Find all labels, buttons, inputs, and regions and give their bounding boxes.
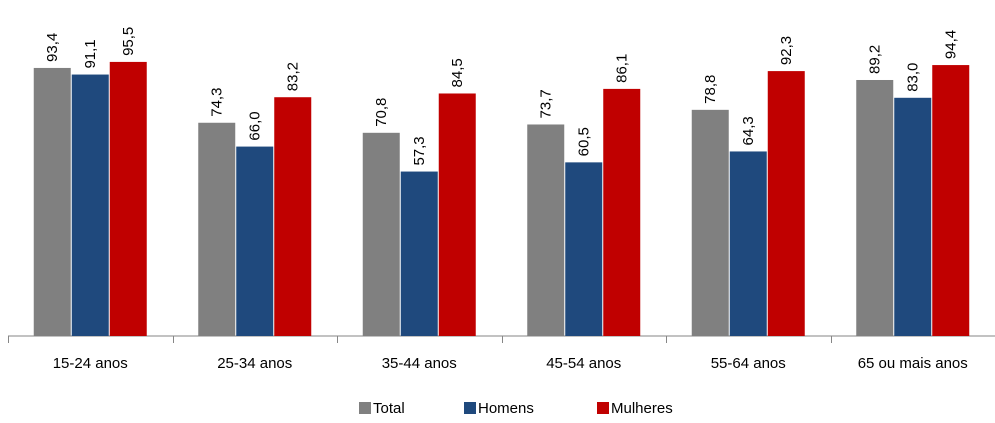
- value-label-total-2: 74,3: [209, 88, 226, 117]
- legend-label-mulheres: Mulheres: [611, 400, 673, 417]
- category-labels-group: 15-24 anos 25-34 anos 35-44 anos 45-54 anos…: [53, 355, 968, 372]
- value-label-total-1: 93,4: [44, 33, 61, 62]
- bars-group: [33, 61, 970, 337]
- bar-mulheres-1: [109, 61, 147, 336]
- value-label-total-4: 73,7: [538, 89, 555, 118]
- bar-mulheres-3: [438, 93, 476, 336]
- bar-mulheres-5: [767, 71, 805, 336]
- value-label-mulheres-3: 84,5: [449, 58, 466, 87]
- value-label-mulheres-2: 83,2: [285, 62, 302, 91]
- legend: Total Homens Mulheres: [359, 400, 673, 417]
- bar-mulheres-4: [603, 88, 641, 336]
- category-label-2: 25-34 anos: [217, 355, 292, 372]
- value-label-mulheres-6: 94,4: [943, 30, 960, 59]
- value-label-mulheres-5: 92,3: [778, 36, 795, 65]
- value-label-mulheres-4: 86,1: [614, 54, 631, 83]
- bar-total-1: [33, 67, 71, 336]
- legend-swatch-total: [359, 402, 371, 414]
- legend-label-total: Total: [373, 400, 405, 417]
- bar-homens-3: [400, 171, 438, 336]
- value-label-homens-6: 83,0: [905, 63, 922, 92]
- category-label-5: 55-64 anos: [711, 355, 786, 372]
- value-label-homens-4: 60,5: [576, 127, 593, 156]
- category-label-6: 65 ou mais anos: [858, 355, 968, 372]
- legend-label-homens: Homens: [478, 400, 534, 417]
- value-label-mulheres-1: 95,5: [120, 27, 137, 56]
- bar-total-4: [527, 124, 565, 336]
- bar-homens-5: [729, 151, 767, 336]
- value-label-homens-5: 64,3: [740, 116, 757, 145]
- bar-homens-2: [236, 146, 274, 336]
- bar-homens-1: [71, 74, 109, 336]
- legend-swatch-homens: [464, 402, 476, 414]
- value-label-total-3: 70,8: [373, 98, 390, 127]
- value-label-homens-3: 57,3: [411, 136, 428, 165]
- value-label-total-5: 78,8: [702, 75, 719, 104]
- bar-mulheres-2: [274, 97, 312, 336]
- bar-total-3: [362, 132, 400, 336]
- bar-homens-6: [894, 97, 932, 336]
- category-label-1: 15-24 anos: [53, 355, 128, 372]
- value-label-homens-2: 66,0: [247, 111, 264, 140]
- category-label-3: 35-44 anos: [382, 355, 457, 372]
- legend-swatch-mulheres: [597, 402, 609, 414]
- value-labels-group: 93,4 91,1 95,5 74,3 66,0 83,2 70,8 57,3 84,5 73,7…: [44, 27, 960, 166]
- x-axis-ticks: [8, 336, 832, 343]
- bar-total-2: [198, 122, 236, 336]
- value-label-homens-1: 91,1: [82, 39, 99, 68]
- bar-total-6: [856, 79, 894, 336]
- bar-homens-4: [565, 162, 603, 336]
- bar-mulheres-6: [932, 65, 970, 337]
- value-label-total-6: 89,2: [867, 45, 884, 74]
- bar-total-5: [691, 109, 729, 337]
- category-label-4: 45-54 anos: [546, 355, 621, 372]
